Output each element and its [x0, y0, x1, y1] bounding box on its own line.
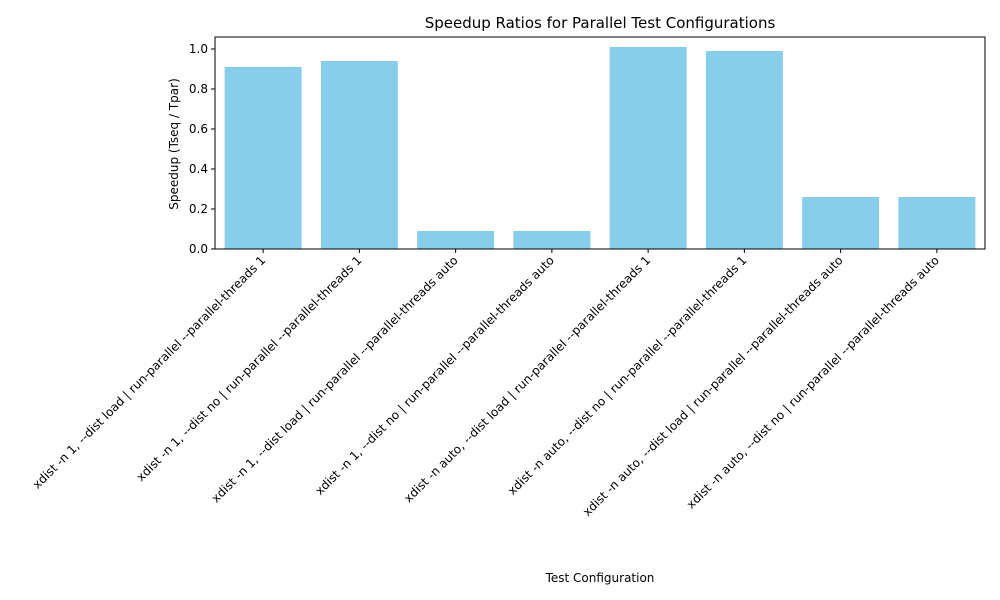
y-tick-label: 0.0 — [189, 242, 208, 256]
bar — [609, 47, 687, 249]
bar — [320, 61, 398, 249]
bars-group — [224, 47, 976, 249]
bar — [898, 197, 976, 249]
x-tick-label: xdist -n 1, --dist no | run-parallel --p… — [134, 253, 365, 484]
bar — [802, 197, 880, 249]
bar — [224, 67, 302, 249]
y-tick-label: 0.4 — [189, 162, 208, 176]
y-axis-label: Speedup (Tseq / Tpar) — [167, 78, 181, 210]
y-tick-label: 1.0 — [189, 42, 208, 56]
bar — [417, 231, 495, 249]
bar — [513, 231, 591, 249]
x-tick-label: xdist -n 1, --dist load | run-parallel -… — [30, 253, 268, 491]
y-tick-label: 0.2 — [189, 202, 208, 216]
x-axis: xdist -n 1, --dist load | run-parallel -… — [30, 249, 942, 519]
y-axis: 0.0 0.2 0.4 0.6 0.8 1.0 — [189, 42, 215, 256]
bar — [705, 51, 783, 249]
y-tick-label: 0.8 — [189, 82, 208, 96]
y-tick-label: 0.6 — [189, 122, 208, 136]
chart-title: Speedup Ratios for Parallel Test Configu… — [425, 14, 776, 32]
plot-frame — [214, 36, 986, 250]
x-axis-label: Test Configuration — [545, 571, 655, 585]
